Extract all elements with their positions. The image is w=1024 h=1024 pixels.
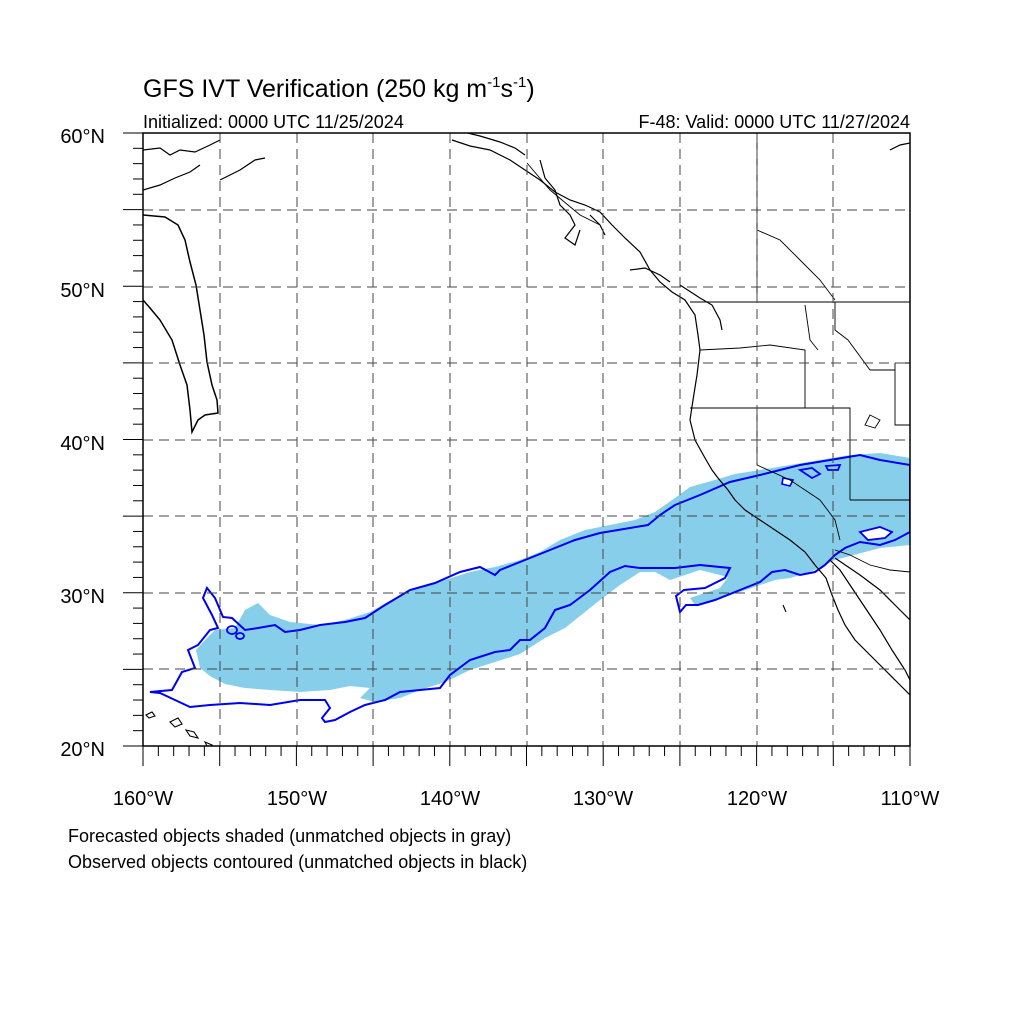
forecast-ivt-object bbox=[196, 453, 910, 702]
lon-labels: 160°W 150°W 140°W 130°W 120°W 110°W bbox=[113, 788, 940, 810]
lat-label-40: 40°N bbox=[60, 433, 105, 455]
valid-label: F-48: Valid: 0000 UTC 11/27/2024 bbox=[639, 112, 911, 132]
legend-note-forecast: Forecasted objects shaded (unmatched obj… bbox=[68, 826, 512, 846]
lon-label-120w: 120°W bbox=[727, 788, 787, 810]
observed-contour-islet bbox=[226, 625, 238, 635]
observed-contour-islet bbox=[858, 526, 894, 541]
lon-label-130w: 130°W bbox=[573, 788, 633, 810]
lat-label-30: 30°N bbox=[60, 586, 105, 608]
observed-contour-islet bbox=[824, 463, 842, 471]
asian-coast bbox=[143, 214, 219, 435]
observed-contour-islet bbox=[235, 632, 245, 640]
initialized-label: Initialized: 0000 UTC 11/25/2024 bbox=[143, 112, 404, 132]
lon-label-140w: 140°W bbox=[420, 788, 480, 810]
lat-label-50: 50°N bbox=[60, 280, 105, 302]
legend-note-observed: Observed objects contoured (unmatched ob… bbox=[68, 852, 528, 872]
chart-title: GFS IVT Verification (250 kg m-1s-1) bbox=[143, 74, 535, 103]
lat-labels: 20°N 30°N 40°N 50°N 60°N bbox=[60, 126, 105, 761]
title-main: GFS IVT Verification (250 kg m bbox=[143, 75, 487, 103]
lon-label-160w: 160°W bbox=[113, 788, 173, 810]
lat-label-60: 60°N bbox=[60, 126, 105, 148]
observed-contour-islet bbox=[797, 467, 822, 480]
graticule bbox=[143, 133, 910, 746]
title-exp1: -1 bbox=[487, 74, 500, 91]
islands bbox=[145, 604, 787, 746]
lon-label-150w: 150°W bbox=[267, 788, 327, 810]
title-mid: s bbox=[500, 75, 513, 103]
title-end: ) bbox=[526, 75, 534, 103]
lat-label-20: 20°N bbox=[60, 739, 105, 761]
title-exp2: -1 bbox=[513, 74, 526, 91]
lon-label-110w: 110°W bbox=[881, 788, 940, 810]
tick-marks bbox=[123, 132, 911, 766]
observed-ivt-contour bbox=[149, 453, 910, 724]
coastlines bbox=[143, 133, 910, 696]
